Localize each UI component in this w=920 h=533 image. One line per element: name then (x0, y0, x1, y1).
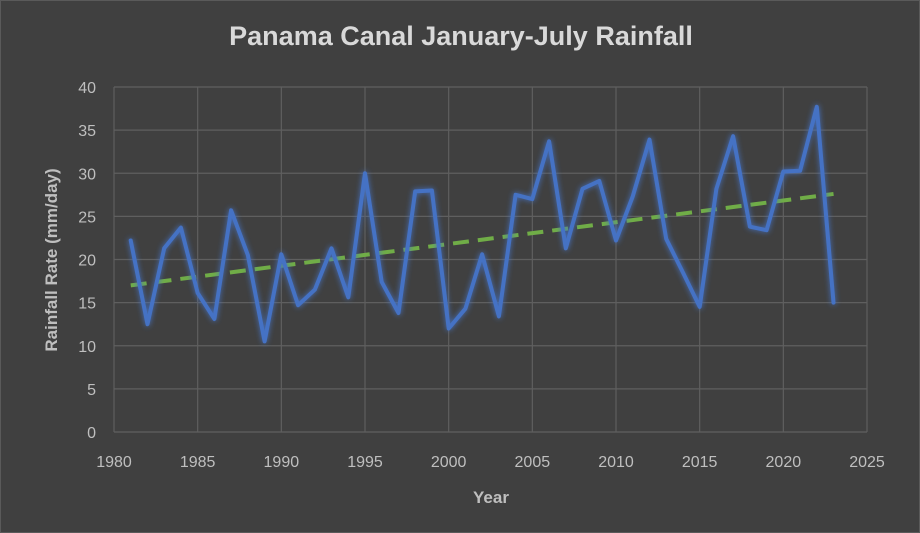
data-point (798, 169, 802, 173)
chart-title: Panama Canal January-July Rainfall (229, 21, 693, 51)
data-point (698, 305, 702, 309)
data-point (614, 239, 618, 243)
data-point (748, 225, 752, 229)
x-axis-title: Year (473, 488, 509, 507)
data-point (547, 139, 551, 143)
y-tick-label: 10 (78, 339, 96, 356)
data-point (179, 226, 183, 230)
data-point (313, 288, 317, 292)
data-point (430, 189, 434, 193)
data-point (564, 246, 568, 250)
x-tick-label: 2005 (515, 454, 551, 471)
data-point (497, 314, 501, 318)
data-point (279, 252, 283, 256)
data-point (681, 270, 685, 274)
y-tick-label: 35 (78, 123, 96, 140)
data-point (363, 171, 367, 175)
data-point (714, 187, 718, 191)
x-tick-label: 2025 (849, 454, 885, 471)
data-point (647, 138, 651, 142)
x-tick-label: 1980 (96, 454, 132, 471)
y-tick-label: 5 (87, 382, 96, 399)
data-point (597, 179, 601, 183)
data-point (413, 189, 417, 193)
data-point (480, 252, 484, 256)
x-tick-label: 1995 (347, 454, 383, 471)
data-point (463, 307, 467, 311)
data-point (229, 208, 233, 212)
data-point (832, 301, 836, 305)
y-tick-label: 30 (78, 166, 96, 183)
x-tick-label: 2015 (682, 454, 718, 471)
y-tick-label: 0 (87, 425, 96, 442)
x-tick-label: 2010 (598, 454, 634, 471)
data-point (631, 195, 635, 199)
data-point (765, 228, 769, 232)
x-tick-label: 2000 (431, 454, 467, 471)
data-point (380, 280, 384, 284)
x-tick-label: 1990 (264, 454, 300, 471)
x-tick-label: 1985 (180, 454, 216, 471)
series-layer (128, 104, 836, 344)
data-point (296, 303, 300, 307)
data-point (196, 291, 200, 295)
y-tick-label: 40 (78, 80, 96, 97)
gridlines (113, 86, 868, 433)
data-point (263, 339, 267, 343)
trendline-layer (130, 191, 834, 288)
data-point (330, 246, 334, 250)
y-tick-label: 20 (78, 253, 96, 270)
y-tick-label: 25 (78, 209, 96, 226)
data-point (346, 295, 350, 299)
y-axis-title: Rainfall Rate (mm/day) (42, 168, 61, 351)
data-point (212, 317, 216, 321)
data-point (447, 327, 451, 331)
data-point (815, 105, 819, 109)
data-point (781, 170, 785, 174)
data-point (396, 311, 400, 315)
data-point (246, 253, 250, 257)
data-point (514, 193, 518, 197)
data-point (731, 134, 735, 138)
x-tick-label: 2020 (766, 454, 802, 471)
series-line (128, 104, 836, 344)
y-tick-label: 15 (78, 296, 96, 313)
data-point (581, 187, 585, 191)
data-point (162, 246, 166, 250)
data-point (129, 239, 133, 243)
data-point (530, 197, 534, 201)
data-point (664, 237, 668, 241)
trendline (130, 191, 834, 288)
data-point (145, 322, 149, 326)
